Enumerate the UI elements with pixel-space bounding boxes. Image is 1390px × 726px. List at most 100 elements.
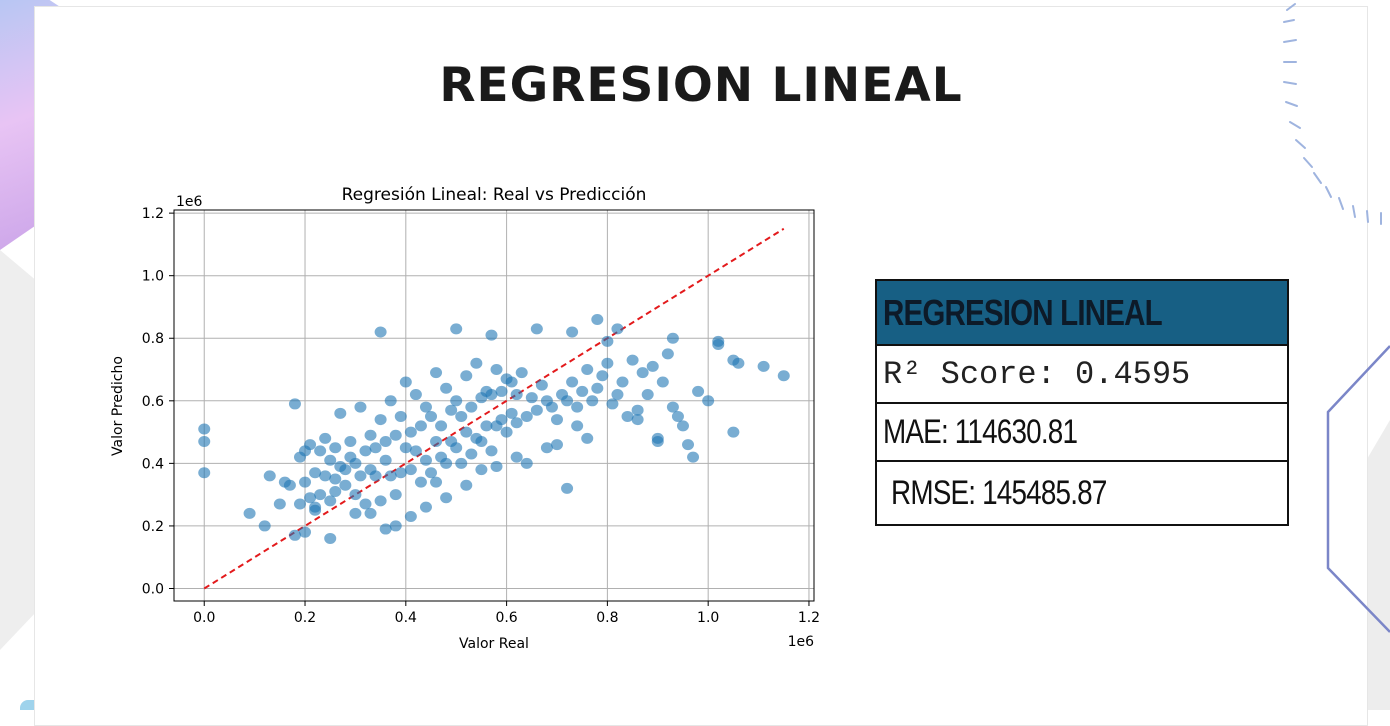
scatter-point bbox=[601, 335, 614, 347]
scatter-point bbox=[404, 511, 417, 523]
scatter-point bbox=[263, 470, 276, 482]
scatter-point bbox=[344, 435, 357, 447]
scatter-point bbox=[329, 473, 342, 485]
y-tick-label: 0.6 bbox=[142, 394, 164, 410]
scatter-point bbox=[379, 523, 392, 535]
scatter-point bbox=[283, 479, 296, 491]
scatter-point bbox=[324, 495, 337, 507]
scatter-point bbox=[520, 410, 533, 422]
scatter-point bbox=[646, 360, 659, 372]
scatter-point bbox=[399, 376, 412, 388]
scatter-point bbox=[621, 410, 634, 422]
scatter-point bbox=[656, 376, 669, 388]
scatter-point bbox=[339, 464, 352, 476]
metrics-table-header: REGRESION LINEAL bbox=[877, 281, 1287, 346]
scatter-point bbox=[198, 435, 211, 447]
scatter-point bbox=[374, 326, 387, 338]
scatter-point bbox=[425, 410, 438, 422]
scatter-point bbox=[626, 354, 639, 366]
x-offset-label: 1e6 bbox=[788, 634, 815, 650]
scatter-point bbox=[682, 439, 695, 451]
x-tick-label: 0.8 bbox=[596, 610, 618, 626]
scatter-point bbox=[379, 435, 392, 447]
scatter-point bbox=[419, 454, 432, 466]
scatter-point bbox=[530, 404, 543, 416]
slide-title: REGRESION LINEAL bbox=[439, 58, 963, 113]
decor-dashes-icon bbox=[1283, 3, 1382, 225]
scatter-point bbox=[576, 385, 589, 397]
scatter-point bbox=[591, 382, 604, 394]
scatter-point bbox=[440, 492, 453, 504]
scatter-point bbox=[676, 420, 689, 432]
scatter-point bbox=[389, 429, 402, 441]
scatter-point bbox=[314, 489, 327, 501]
scatter-point bbox=[374, 495, 387, 507]
scatter-point bbox=[445, 404, 458, 416]
scatter-point bbox=[490, 460, 503, 472]
scatter-point bbox=[510, 451, 523, 463]
scatter-point bbox=[299, 476, 312, 488]
scatter-point bbox=[379, 454, 392, 466]
scatter-point bbox=[273, 498, 286, 510]
x-tick-label: 1.0 bbox=[697, 610, 719, 626]
scatter-point bbox=[777, 370, 790, 382]
scatter-point bbox=[460, 479, 473, 491]
scatter-point bbox=[671, 410, 684, 422]
scatter-point bbox=[349, 489, 362, 501]
scatter-point bbox=[732, 357, 745, 369]
scatter-point bbox=[288, 398, 301, 410]
scatter-point bbox=[198, 467, 211, 479]
scatter-point bbox=[485, 389, 498, 401]
scatter-point bbox=[485, 329, 498, 341]
scatter-point bbox=[389, 520, 402, 532]
scatter-point bbox=[455, 457, 468, 469]
scatter-point bbox=[500, 426, 513, 438]
metrics-table: REGRESION LINEAL R² Score: 0.4595 MAE: 1… bbox=[875, 279, 1289, 526]
scatter-point bbox=[404, 426, 417, 438]
scatter-point bbox=[571, 401, 584, 413]
scatter-point bbox=[561, 395, 574, 407]
x-tick-label: 0.0 bbox=[193, 610, 215, 626]
r2-score-text: R² Score: 0.4595 bbox=[883, 355, 1191, 393]
scatter-point bbox=[530, 323, 543, 335]
scatter-point bbox=[571, 420, 584, 432]
decor-hexagon-outline-icon bbox=[1326, 345, 1390, 633]
scatter-chart: 0.0 0.2 0.4 0.6 0.8 1.0 1.2 0.0 0.2 0.4 0.6 0.8 1.0 1… bbox=[110, 185, 820, 652]
scatter-point bbox=[409, 389, 422, 401]
scatter-point bbox=[510, 389, 523, 401]
scatter-point bbox=[586, 395, 599, 407]
scatter-point bbox=[354, 401, 367, 413]
scatter-point bbox=[319, 432, 332, 444]
scatter-point bbox=[349, 507, 362, 519]
rmse-row: RMSE: 145485.87 bbox=[877, 462, 1287, 524]
x-axis-label: Valor Real bbox=[459, 636, 529, 652]
scatter-point bbox=[475, 435, 488, 447]
scatter-point bbox=[324, 454, 337, 466]
y-tick-label: 1.2 bbox=[142, 206, 164, 222]
points-group bbox=[198, 313, 790, 544]
scatter-point bbox=[304, 492, 317, 504]
scatter-point bbox=[258, 520, 271, 532]
metrics-header-text: REGRESION LINEAL bbox=[883, 291, 1163, 333]
scatter-point bbox=[374, 414, 387, 426]
scatter-point bbox=[359, 498, 372, 510]
scatter-point bbox=[450, 323, 463, 335]
x-tick-label: 0.6 bbox=[495, 610, 517, 626]
mae-row: MAE: 114630.81 bbox=[877, 404, 1287, 462]
scatter-point bbox=[293, 498, 306, 510]
scatter-point bbox=[550, 414, 563, 426]
scatter-point bbox=[364, 429, 377, 441]
scatter-point bbox=[465, 401, 478, 413]
scatter-point bbox=[354, 470, 367, 482]
plot-frame bbox=[173, 209, 815, 602]
scatter-point bbox=[545, 401, 558, 413]
scatter-point bbox=[364, 507, 377, 519]
scatter-point bbox=[369, 442, 382, 454]
scatter-point bbox=[404, 464, 417, 476]
scatter-point bbox=[566, 376, 579, 388]
scatter-point bbox=[425, 467, 438, 479]
scatter-point bbox=[611, 323, 624, 335]
scatter-point bbox=[641, 389, 654, 401]
scatter-point bbox=[485, 445, 498, 457]
scatter-point bbox=[384, 470, 397, 482]
